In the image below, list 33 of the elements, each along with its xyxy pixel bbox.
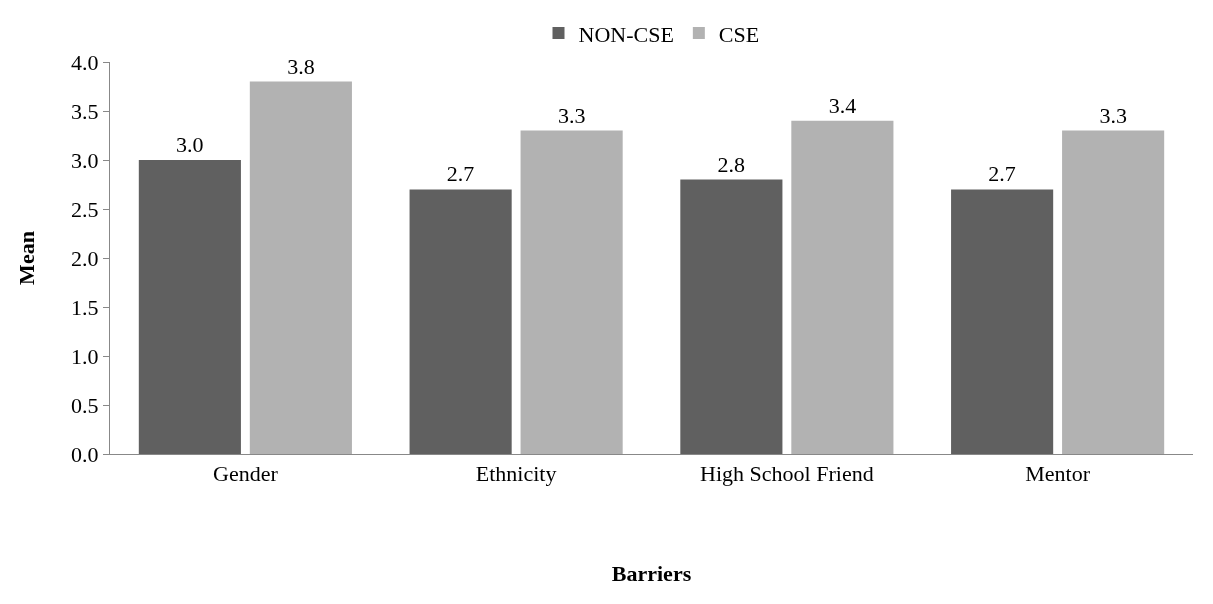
y-tick-label: 1.5: [71, 294, 99, 320]
y-tick-label: 3.0: [71, 147, 99, 173]
bar: [409, 189, 512, 454]
data-label: 2.7: [988, 161, 1016, 187]
legend-label: CSE: [718, 21, 760, 47]
bar: [138, 160, 241, 454]
data-label: 3.3: [557, 102, 586, 128]
x-tick-label: Gender: [213, 461, 279, 487]
data-label: 3.8: [287, 53, 315, 79]
legend-label: NON-CSE: [578, 21, 674, 47]
data-label: 3.3: [1099, 102, 1127, 128]
data-label: 2.8: [717, 151, 746, 177]
y-tick-label: 0.5: [71, 392, 99, 418]
y-axis-title: Mean: [13, 231, 39, 285]
data-label: 3.4: [828, 92, 857, 118]
x-tick-label: Ethnicity: [475, 461, 557, 487]
y-tick-label: 3.5: [71, 98, 99, 124]
data-label: 2.7: [446, 161, 475, 187]
bar: [520, 130, 623, 454]
y-tick-label: 2.0: [71, 245, 99, 271]
x-tick-label: High School Friend: [700, 461, 874, 487]
data-label: 3.0: [176, 132, 204, 157]
bar: [1062, 130, 1165, 454]
y-tick-label: 1.0: [71, 343, 99, 369]
y-tick-label: 0.0: [71, 441, 99, 467]
bar: [791, 120, 894, 454]
bar: [951, 189, 1054, 454]
y-tick-label: 2.5: [71, 196, 99, 222]
bar: [680, 179, 783, 454]
x-axis-title: Barriers: [611, 561, 692, 587]
x-tick-label: Mentor: [1025, 461, 1091, 487]
bar: [249, 81, 352, 454]
y-tick-label: 4.0: [71, 49, 99, 75]
